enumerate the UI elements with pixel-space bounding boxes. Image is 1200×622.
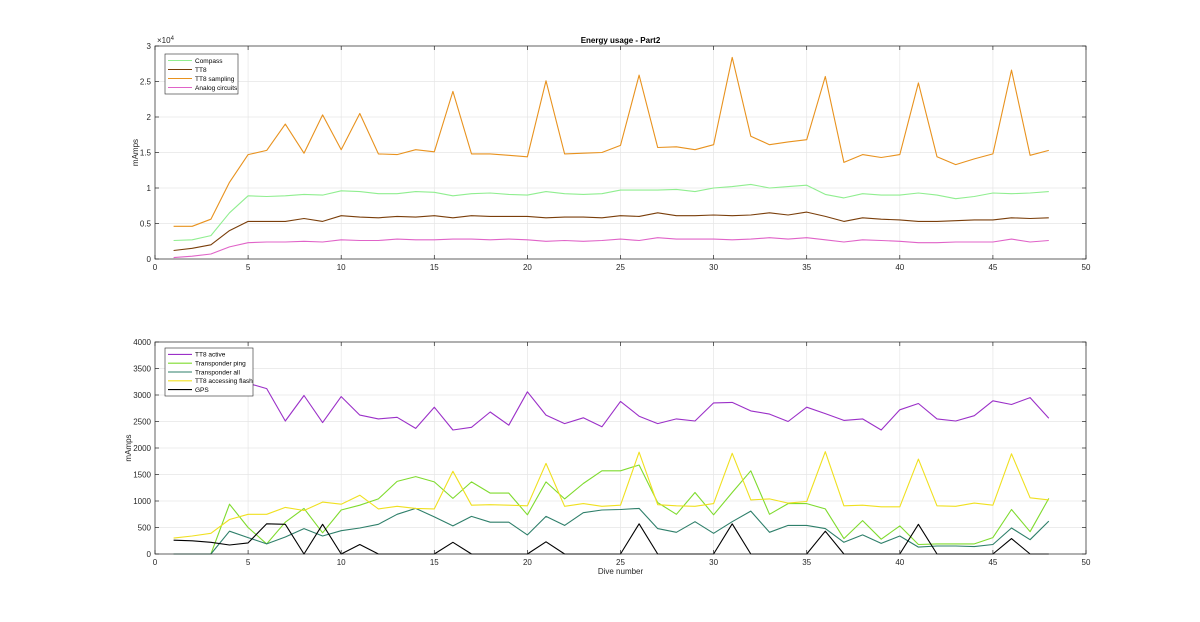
legend-entry-label: TT8 accessing flash xyxy=(195,378,253,385)
series-line-tt8 xyxy=(173,211,1049,252)
y-tick-label: 4000 xyxy=(133,338,151,347)
y-tick-label: 2000 xyxy=(133,444,151,453)
axes-energy-lower: 0 5 10 15 20 25 30 35 40 45 5005001000150020002500… xyxy=(124,338,1091,576)
x-tick-label: 45 xyxy=(988,263,997,272)
x-tick-label: 20 xyxy=(523,558,532,567)
series-line-tt8-active xyxy=(173,374,1050,431)
x-tick-label: 35 xyxy=(802,558,811,567)
x-tick-label: 5 xyxy=(246,558,251,567)
x-tick-label: 50 xyxy=(1082,558,1091,567)
x-tick-label: 15 xyxy=(430,263,439,272)
y-tick-label: 0 xyxy=(147,255,152,264)
y-axis-label: mAmps xyxy=(124,434,133,461)
y-tick-label: 0.5 xyxy=(140,220,152,229)
x-tick-label: 0 xyxy=(153,558,158,567)
series-line-tt8-sampling xyxy=(173,56,1049,227)
series-line-tt8-accessing-flash xyxy=(173,451,1049,539)
x-tick-label: 25 xyxy=(616,263,625,272)
legend-entry-label: TT8 active xyxy=(195,352,226,359)
x-tick-label: 25 xyxy=(616,558,625,567)
x-tick-label: 35 xyxy=(802,263,811,272)
x-axis-label: Dive number xyxy=(598,567,644,576)
y-tick-label: 1 xyxy=(147,184,152,193)
axes-energy-part2: 0 5 10 15 20 25 30 35 40 45 50 0 0.5 1 1.5 2 2.5 3 ×104 Ene… xyxy=(131,36,1091,272)
series-line-analog-circuits xyxy=(173,237,1049,259)
legend-entry-label: Transponder all xyxy=(195,369,240,376)
x-tick-label: 20 xyxy=(523,263,532,272)
x-tick-label: 30 xyxy=(709,263,718,272)
y-exponent-base: ×10 xyxy=(157,36,171,45)
x-tick-label: 40 xyxy=(895,558,904,567)
y-tick-label: 1.5 xyxy=(140,149,152,158)
x-tick-label: 10 xyxy=(337,558,346,567)
y-tick-label: 2500 xyxy=(133,418,151,427)
y-tick-label: 2.5 xyxy=(140,78,152,87)
x-tick-label: 40 xyxy=(895,263,904,272)
legend-entry-label: TT8 sampling xyxy=(195,76,235,83)
y-tick-label: 2 xyxy=(147,113,152,122)
x-tick-label: 15 xyxy=(430,558,439,567)
legend-entry-label: Compass xyxy=(195,58,223,65)
y-tick-label: 0 xyxy=(147,550,152,559)
x-tick-label: 45 xyxy=(988,558,997,567)
y-tick-label: 1000 xyxy=(133,497,151,506)
legend-entry-label: TT8 xyxy=(195,67,207,74)
x-tick-label: 30 xyxy=(709,558,718,567)
legend-entry-label: Transponder ping xyxy=(195,361,246,368)
x-tick-label: 5 xyxy=(246,263,251,272)
y-tick-label: 3000 xyxy=(133,391,151,400)
y-tick-label: 500 xyxy=(138,524,152,533)
y-axis-label: mAmps xyxy=(131,139,140,166)
y-exponent-power: 4 xyxy=(171,36,175,42)
y-tick-label: 3 xyxy=(147,42,152,51)
y-tick-label: 3500 xyxy=(133,365,151,374)
x-tick-label: 50 xyxy=(1082,263,1091,272)
series-line-compass xyxy=(173,183,1049,242)
chart-title: Energy usage - Part2 xyxy=(581,36,661,45)
series-line-transponder-all xyxy=(173,507,1050,555)
y-tick-label: 1500 xyxy=(133,471,151,480)
legend-entry-label: Analog circuits xyxy=(195,85,238,92)
x-tick-label: 0 xyxy=(153,263,158,272)
legend-entry-label: GPS xyxy=(195,387,209,394)
y-exponent-label: ×104 xyxy=(157,36,175,45)
x-tick-label: 10 xyxy=(337,263,346,272)
legend: Compass TT8 TT8 sampling Analog circuits xyxy=(164,53,239,95)
